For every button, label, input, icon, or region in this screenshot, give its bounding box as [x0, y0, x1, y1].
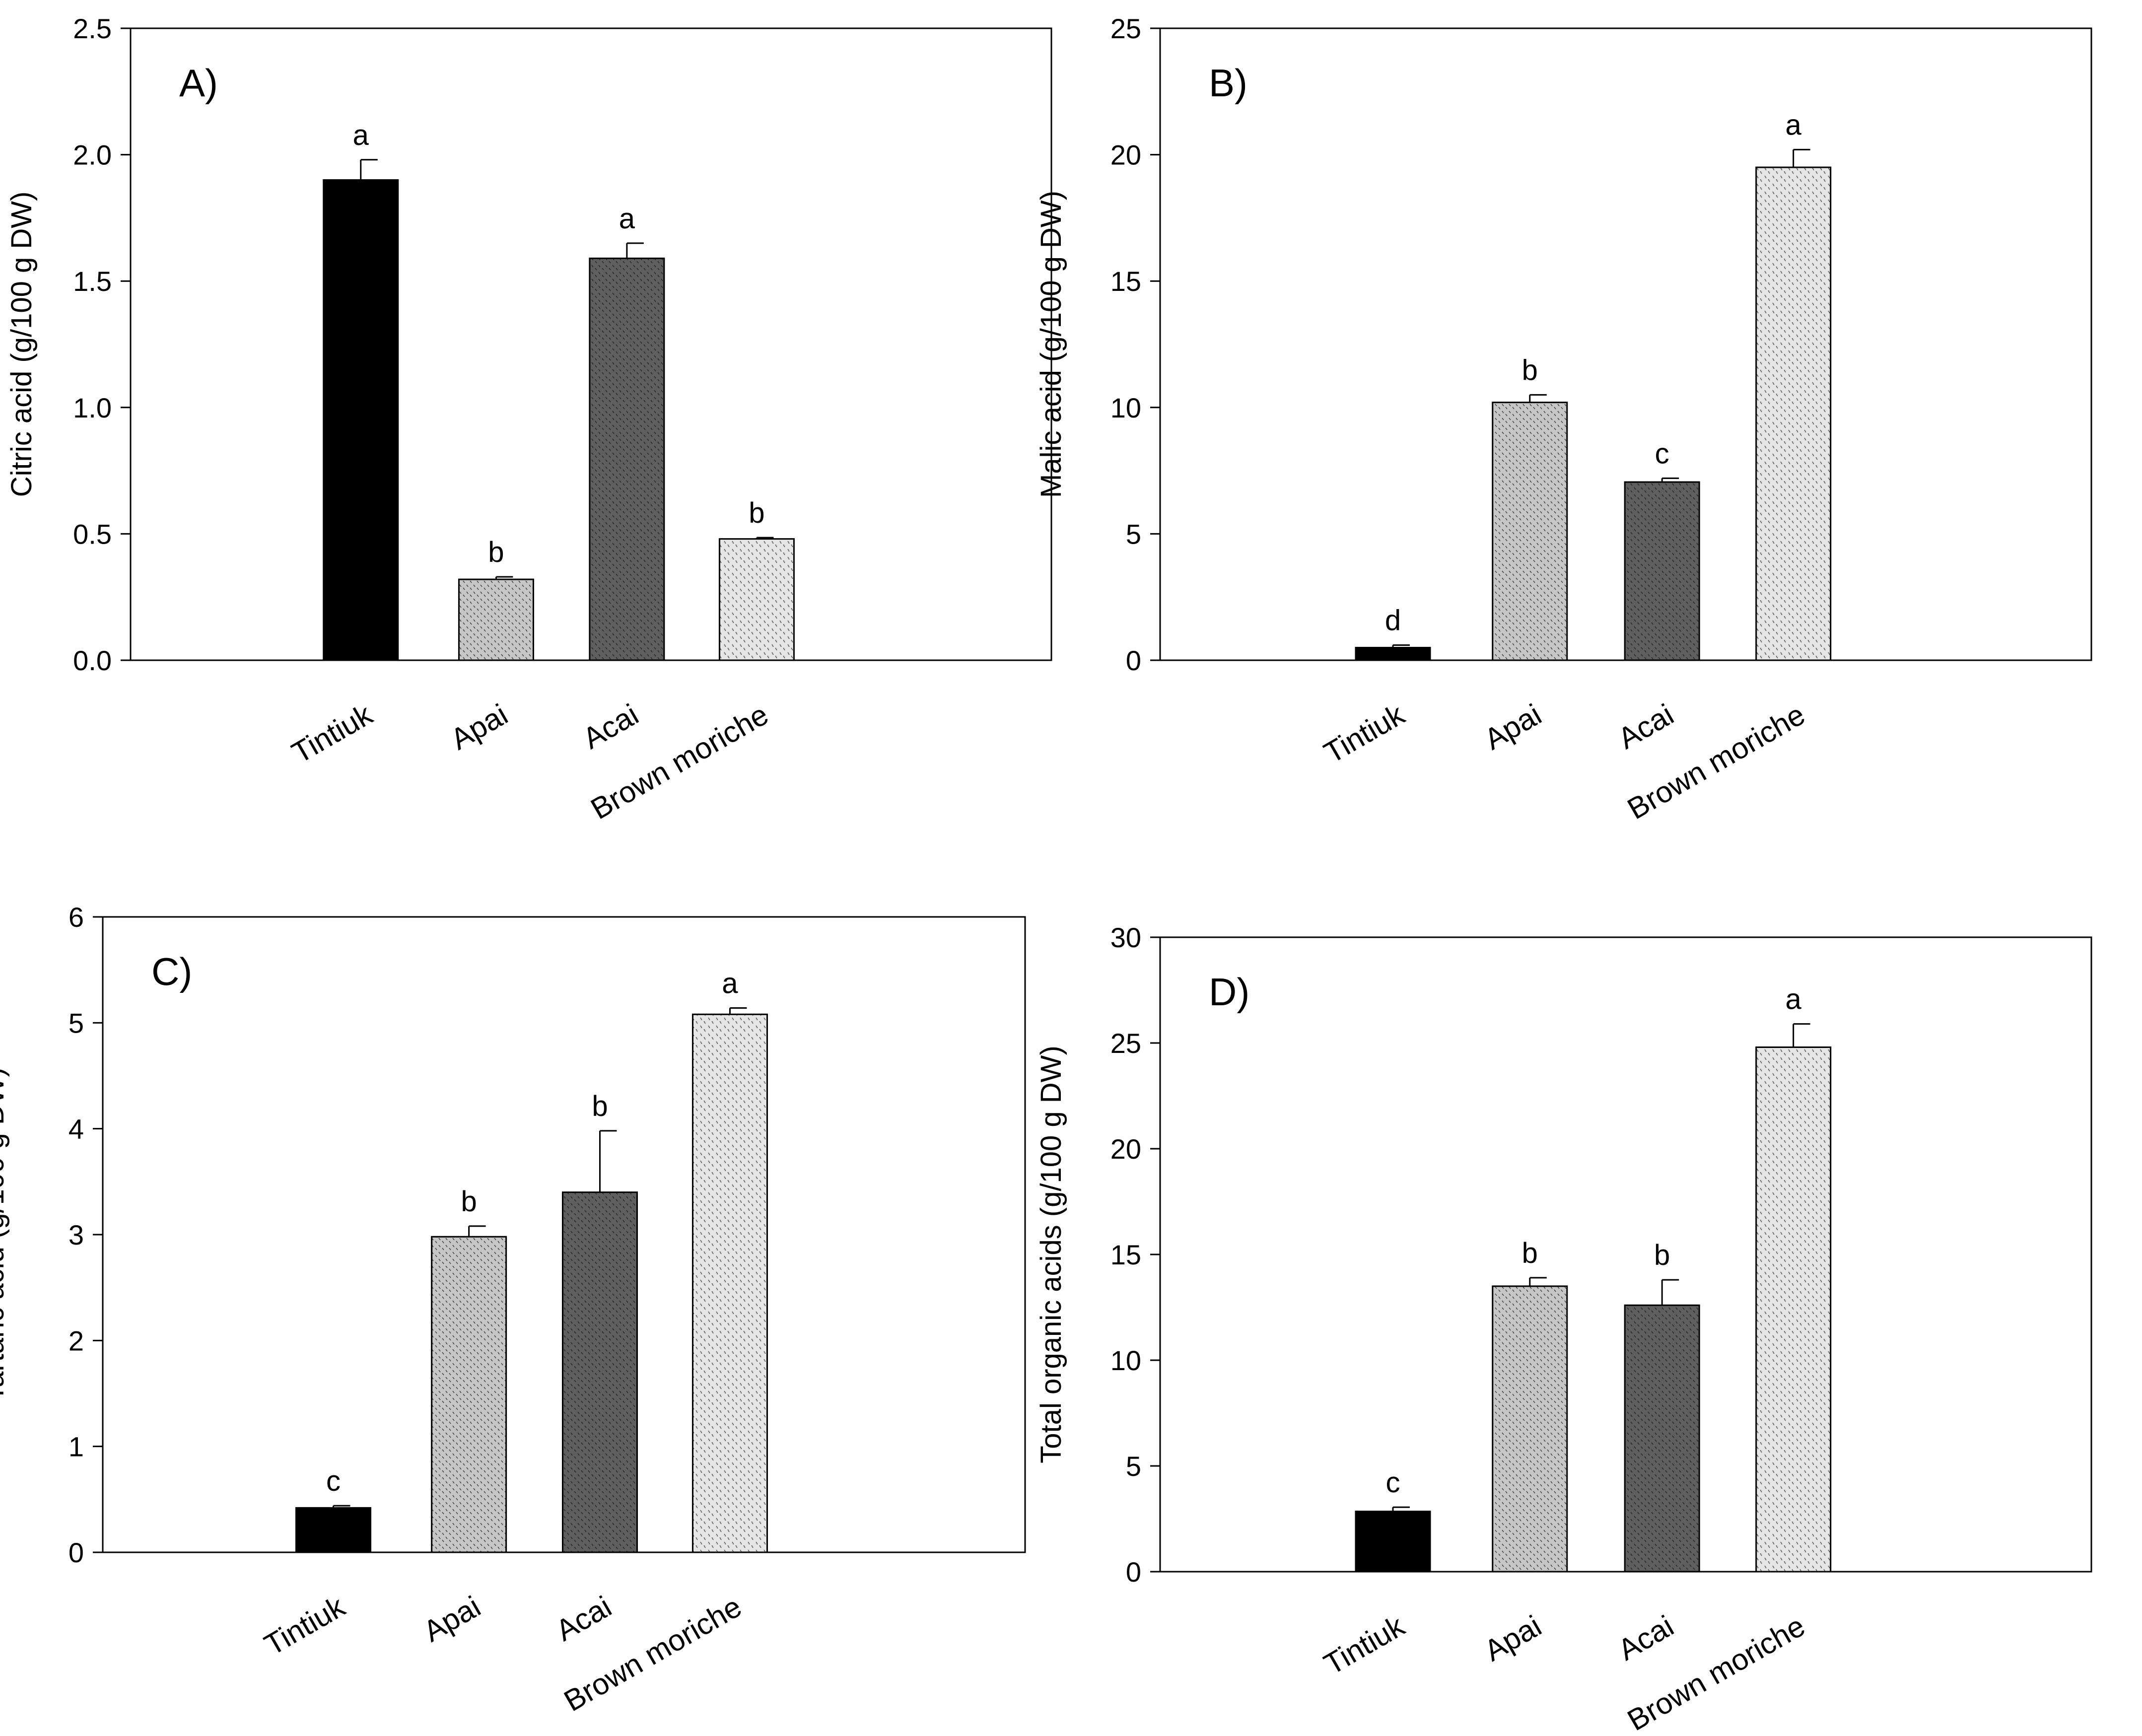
bar-acai — [561, 1191, 638, 1553]
category-label-acai: Acai — [577, 697, 644, 755]
significance-letter-brown-moriche: a — [722, 967, 738, 999]
y-tick-label: 15 — [1110, 1239, 1141, 1270]
panel-label: C) — [151, 950, 192, 993]
bar-tintiuk — [323, 179, 399, 661]
category-label-tintiuk: Tintiuk — [286, 697, 378, 770]
category-label-acai: Acai — [1612, 1609, 1679, 1667]
significance-letter-tintiuk: c — [326, 1465, 341, 1497]
category-label-acai: Acai — [550, 1590, 617, 1647]
bar-acai — [589, 257, 665, 661]
bar-apai — [1492, 402, 1568, 661]
panel-b: 0 5 10 15 20 25 Malic acid (g/100 g DW) B) d Tint… — [1035, 13, 2092, 826]
bar-tintiuk — [295, 1507, 371, 1553]
bar-acai — [1624, 481, 1700, 661]
significance-letter-tintiuk: a — [353, 119, 369, 151]
y-tick-label: 1.0 — [73, 392, 112, 423]
significance-letter-brown-moriche: b — [749, 497, 764, 529]
panel-d: 0 5 10 15 20 25 30 Total organic acids (g/100 g… — [1035, 922, 2092, 1736]
y-tick-label: 6 — [69, 902, 84, 933]
category-label-tintiuk: Tintiuk — [1318, 1609, 1410, 1681]
y-tick-label: 25 — [1110, 13, 1141, 44]
y-tick-label: 10 — [1110, 1345, 1141, 1376]
category-label-apai: Apai — [418, 1590, 486, 1648]
y-tick-label: 25 — [1110, 1028, 1141, 1059]
y-axis-title: Malic acid (g/100 g DW) — [1035, 191, 1067, 498]
y-tick-label: 0 — [69, 1537, 84, 1568]
bar-apai — [458, 578, 534, 661]
y-tick-label: 10 — [1110, 392, 1141, 423]
significance-letter-apai: b — [488, 536, 504, 568]
panel-c: 0 1 2 3 4 5 6 Tartaric acid (g/100 g DW) C) c Tint… — [0, 902, 1026, 1718]
bar-brown-moriche — [1755, 1046, 1832, 1573]
y-tick-label: 5 — [69, 1007, 84, 1039]
panel-label: A) — [179, 61, 218, 105]
bar-brown-moriche — [718, 538, 795, 661]
significance-letter-acai: c — [1655, 437, 1669, 470]
y-tick-label: 30 — [1110, 922, 1141, 953]
y-tick-label: 0.5 — [73, 518, 112, 550]
y-tick-label: 2.0 — [73, 139, 112, 171]
bar-acai — [1624, 1304, 1700, 1573]
significance-letter-tintiuk: d — [1385, 604, 1401, 636]
bar-tintiuk — [1355, 1511, 1431, 1573]
significance-letter-tintiuk: c — [1386, 1466, 1400, 1499]
category-label-apai: Apai — [1479, 697, 1547, 756]
y-tick-label: 0.0 — [73, 645, 112, 676]
y-tick-label: 4 — [69, 1113, 84, 1145]
bar-brown-moriche — [691, 1013, 768, 1553]
bar-tintiuk — [1355, 647, 1431, 661]
significance-letter-brown-moriche: a — [1786, 109, 1802, 141]
y-tick-label: 3 — [69, 1219, 84, 1250]
bar-apai — [1492, 1285, 1568, 1573]
y-tick-label: 1.5 — [73, 266, 112, 297]
y-tick-label: 1 — [69, 1431, 84, 1462]
y-tick-label: 0 — [1126, 645, 1141, 676]
significance-letter-apai: b — [1522, 354, 1538, 386]
category-label-tintiuk: Tintiuk — [259, 1590, 350, 1662]
panel-a: 0.0 0.5 1.0 1.5 2.0 2.5 Citric acid (g/100 g D… — [5, 13, 1052, 826]
category-label-apai: Apai — [1479, 1609, 1547, 1667]
y-tick-label: 20 — [1110, 1133, 1141, 1165]
y-tick-label: 20 — [1110, 139, 1141, 171]
significance-letter-brown-moriche: a — [1786, 983, 1802, 1016]
panel-label: B) — [1209, 61, 1247, 105]
y-tick-label: 0 — [1126, 1556, 1141, 1588]
y-tick-label: 2.5 — [73, 13, 112, 44]
panel-label: D) — [1209, 970, 1249, 1014]
significance-letter-apai: b — [461, 1185, 477, 1218]
y-tick-label: 5 — [1126, 1451, 1141, 1482]
y-tick-label: 2 — [69, 1325, 84, 1356]
significance-letter-apai: b — [1522, 1237, 1538, 1269]
y-axis-title: Tartaric acid (g/100 g DW) — [0, 1067, 10, 1402]
category-label-acai: Acai — [1612, 697, 1679, 755]
y-tick-label: 15 — [1110, 266, 1141, 297]
significance-letter-acai: a — [619, 203, 635, 235]
y-axis-title: Citric acid (g/100 g DW) — [5, 192, 38, 497]
significance-letter-acai: b — [1654, 1239, 1670, 1271]
significance-letter-acai: b — [592, 1090, 608, 1122]
category-label-tintiuk: Tintiuk — [1318, 697, 1410, 770]
bar-apai — [431, 1236, 507, 1553]
bar-brown-moriche — [1755, 166, 1832, 661]
y-tick-label: 5 — [1126, 518, 1141, 550]
category-label-apai: Apai — [445, 697, 513, 756]
y-axis-title: Total organic acids (g/100 g DW) — [1035, 1045, 1067, 1463]
